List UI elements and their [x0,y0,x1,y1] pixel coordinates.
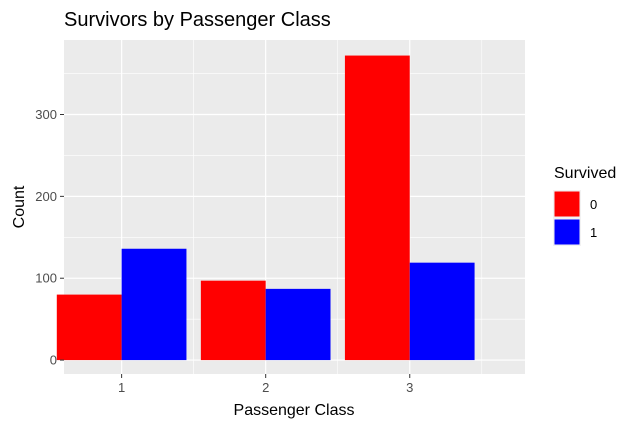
y-tick-label: 0 [50,353,57,368]
legend-key-0 [554,191,580,217]
legend-label-0: 0 [590,197,597,212]
chart-title: Survivors by Passenger Class [64,9,331,31]
bar-class-3-survived-0 [344,55,410,361]
legend-title: Survived [554,165,616,182]
bar-class-2-survived-1 [265,288,331,361]
y-tick-label: 100 [35,271,57,286]
y-axis: 0 100 200 300 [35,107,64,368]
legend-label-1: 1 [590,225,597,240]
y-tick-label: 200 [35,189,57,204]
bar-class-1-survived-1 [121,248,187,361]
bar-class-1-survived-0 [56,294,122,361]
bars [56,55,475,361]
y-axis-title: Count [11,185,28,228]
bar-class-2-survived-0 [200,280,266,361]
legend: Survived 0 1 [553,165,616,246]
x-axis: 1 2 3 [118,374,413,395]
y-tick-label: 300 [35,107,57,122]
x-tick-label: 2 [262,380,269,395]
bar-class-3-survived-1 [409,262,475,361]
legend-key-1 [554,219,580,245]
x-tick-label: 3 [406,380,413,395]
x-axis-title: Passenger Class [234,402,355,419]
x-tick-label: 1 [118,380,125,395]
